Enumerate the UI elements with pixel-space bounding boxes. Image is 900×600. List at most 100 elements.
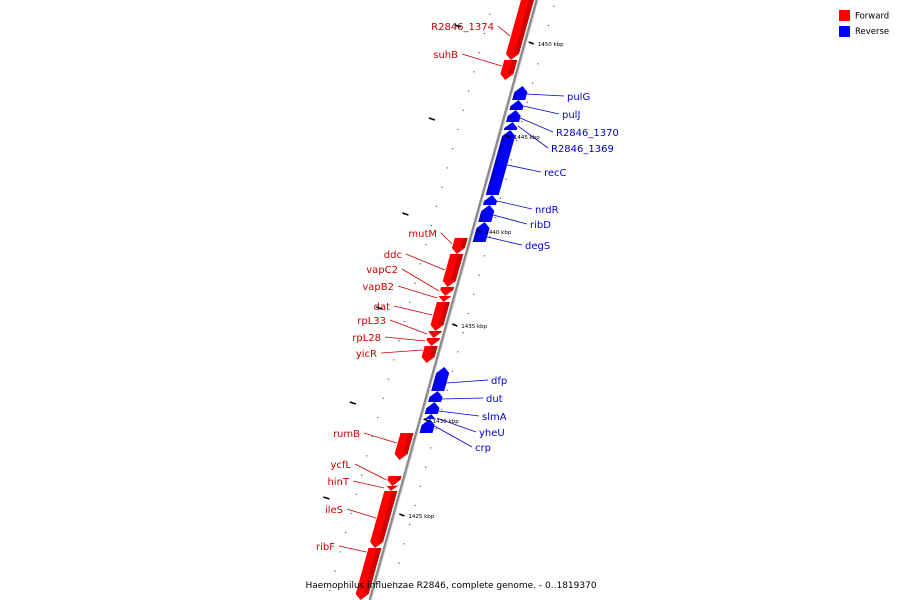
dash-right — [505, 178, 507, 180]
reverse-gene-pulJ-body — [509, 100, 524, 110]
forward-gene-suhB — [500, 60, 518, 80]
reverse-gene-pulG-shade — [512, 92, 519, 100]
forward-gene-ddc-body — [442, 254, 464, 287]
forward-gene-rpL28-body — [426, 338, 440, 346]
reverse-gene-R2846_1370-shade — [506, 116, 512, 122]
dash-left — [398, 339, 400, 342]
forward-gene-dat — [430, 302, 450, 331]
forward-gene-label: ddc — [384, 250, 402, 261]
dash-right — [446, 389, 448, 392]
reverse-gene-label: dfp — [491, 376, 507, 387]
forward-gene-vapC2-shade — [448, 287, 455, 290]
reverse-gene-label: R2846_1369 — [551, 144, 614, 155]
dash-right — [414, 504, 416, 507]
tick-label: 1435 kbp — [461, 324, 487, 330]
forward-gene-hinT-body — [385, 485, 400, 491]
tick-label: 1445 kbp — [514, 135, 540, 141]
reverse-gene-label: dut — [486, 394, 503, 405]
forward-gene-label: dat — [374, 302, 390, 313]
dash-right — [467, 312, 470, 315]
tick-3: 1435 kbp — [376, 306, 488, 330]
forward-gene-yicR-shade — [429, 346, 438, 357]
forward-gene-hinT-shade — [393, 485, 400, 486]
forward-gene-leader — [393, 305, 433, 316]
forward-gene-label: yicR — [356, 349, 377, 360]
reverse-gene-R2846_1369-body — [503, 122, 518, 130]
reverse-gene-label: pulG — [567, 92, 590, 103]
genome-backbone — [368, 0, 539, 600]
forward-gene-rpL28-shade — [434, 338, 440, 340]
forward-gene-ddc-shade — [450, 254, 464, 281]
dash-left — [376, 416, 379, 419]
dash-left — [334, 570, 336, 572]
forward-gene-ycfL — [387, 476, 402, 486]
reverse-gene-dfp-body — [431, 367, 450, 391]
reverse-gene-leader — [436, 417, 477, 433]
forward-gene-mutM-shade — [460, 238, 468, 248]
tick-0: 1450 kbp — [454, 24, 564, 48]
dash-right — [472, 293, 475, 296]
reverse-gene-R2846_1369-shade — [503, 128, 509, 130]
dash-left — [382, 397, 384, 400]
dash-left — [350, 512, 352, 515]
tick-2: 1440 kbp — [402, 212, 512, 236]
forward-gene-mutM-body — [451, 238, 468, 254]
forward-gene-label: ycfL — [330, 460, 351, 471]
forward-gene-label: R2846_1374 — [431, 22, 494, 33]
tick-mark-left — [428, 117, 436, 121]
forward-gene-dat-body — [430, 302, 450, 331]
minor-dashes — [328, 5, 555, 592]
forward-gene-R2846_1374-body — [505, 0, 534, 60]
forward-gene-mutM — [451, 238, 468, 254]
gene-labels: R2846_1374 suhB mutM ddc vapC2 vapB2 dat rpL33 r… — [316, 22, 619, 553]
forward-gene-label: rumB — [333, 429, 360, 440]
tick-label: 1425 kbp — [408, 514, 434, 520]
dash-left — [339, 551, 342, 553]
reverse-gene-leader — [434, 425, 473, 448]
reverse-gene-ribD-shade — [478, 211, 486, 222]
dash-left — [467, 90, 470, 92]
reverse-gene-ribD-body — [478, 205, 495, 222]
dash-left — [392, 359, 395, 361]
forward-gene-leader — [384, 336, 426, 342]
gene-blocks — [355, 0, 534, 600]
tick-mark — [399, 513, 405, 517]
forward-gene-R2846_1374 — [505, 0, 534, 60]
dash-left — [435, 205, 438, 208]
reverse-gene-leader — [493, 214, 528, 225]
forward-gene-label: ileS — [325, 505, 343, 516]
legend-reverse-label: Reverse — [855, 27, 889, 37]
forward-gene-yicR — [421, 346, 438, 363]
dash-right — [531, 82, 534, 84]
forward-gene-ycfL-body — [387, 476, 402, 486]
dash-right — [435, 427, 438, 430]
dash-right — [408, 523, 411, 526]
forward-gene-leader — [354, 463, 387, 481]
legend-forward-swatch — [839, 10, 850, 21]
dash-left — [366, 455, 368, 457]
forward-gene-leader — [352, 480, 385, 489]
tick-mark-left — [323, 496, 330, 500]
reverse-gene-leader — [506, 164, 542, 173]
forward-gene-label: vapB2 — [362, 282, 394, 293]
tick-mark-left — [376, 306, 383, 310]
dash-right — [526, 101, 529, 104]
forward-gene-rumB-shade — [402, 433, 414, 454]
forward-gene-leader — [401, 268, 440, 292]
dash-right — [456, 351, 459, 353]
forward-gene-leader — [389, 319, 428, 335]
dash-left — [328, 589, 331, 592]
reverse-gene-pulG-body — [512, 86, 528, 100]
tick-label: 1450 kbp — [538, 42, 564, 48]
forward-gene-label: hinT — [327, 477, 349, 488]
reverse-gene-label: recC — [544, 168, 567, 179]
reverse-gene-dut-body — [428, 391, 443, 402]
forward-gene-leader — [338, 545, 367, 553]
dash-left — [387, 378, 390, 380]
reverse-gene-nrdR-shade — [482, 201, 488, 205]
forward-gene-leader — [397, 285, 438, 299]
reverse-gene-crp-shade — [419, 425, 426, 433]
dash-right — [430, 447, 432, 449]
dash-right — [521, 120, 523, 123]
